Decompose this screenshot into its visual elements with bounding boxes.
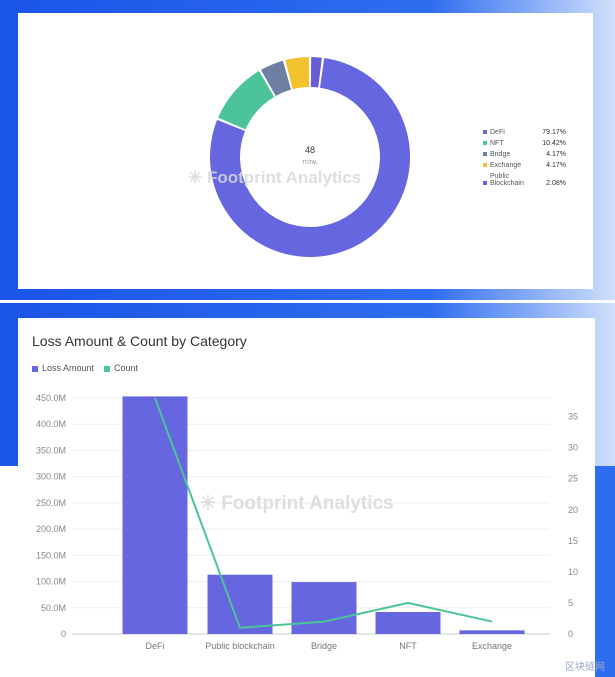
legend-swatch [483,152,487,157]
donut-legend-item[interactable]: Public Blockchain 2.08% [483,173,566,187]
legend-percent: 10.42% [542,140,566,147]
donut-slice-nft[interactable] [218,71,275,130]
bar-bridge[interactable] [291,582,357,634]
y-left-tick: 400.0M [36,419,66,429]
watermark-logo-icon: ✳ [188,168,203,187]
legend-percent: 79.17% [542,129,566,136]
legend-count[interactable]: Count [104,363,138,373]
bar-line-chart: 0 50.0M 100.0M 150.0M 200.0M 250.0M 300.0M 350.… [36,393,578,651]
bar-exchange[interactable] [459,630,525,634]
donut-legend-item[interactable]: Bridge 4.17% [483,151,566,158]
y-left-tick: 300.0M [36,472,66,482]
legend-swatch-loss [32,365,38,372]
legend-label: Public Blockchain [490,173,524,187]
donut-legend-item[interactable]: Exchange 4.17% [483,162,566,169]
watermark-top: ✳ Footprint Analytics [188,168,362,187]
y-left-tick: 250.0M [36,498,66,508]
y-left-tick: 450.0M [36,393,66,403]
y-left-tick: 50.0M [41,603,66,613]
legend-label: NFT [490,140,504,147]
y-left-tick: 200.0M [36,524,66,534]
legend-swatch [483,181,487,186]
watermark-logo-icon-2: ✳ [200,493,216,514]
legend-swatch [483,141,487,146]
x-tick-label: DeFi [145,641,164,651]
count-series-line [154,397,493,629]
y-right-tick: 10 [568,567,578,577]
bar-defi[interactable] [122,396,188,634]
y-left-tick: 0 [61,629,66,639]
bar-nft[interactable] [375,611,441,634]
legend-swatch [483,163,487,168]
legend-percent: 4.17% [546,162,566,169]
legend-label: Exchange [490,162,522,169]
y-left-tick: 150.0M [36,550,66,560]
y-right-tick: 25 [568,474,578,484]
y-right-tick: 30 [568,443,578,453]
donut-slice-exchange[interactable] [285,57,310,90]
donut-slice-bridge[interactable] [261,60,292,96]
chart-title: Loss Amount & Count by Category [32,333,247,349]
x-tick-label: Exchange [472,641,512,651]
donut-slice-defi[interactable] [210,58,410,257]
y-left-tick: 350.0M [36,445,66,455]
y-right-tick: 0 [568,629,573,639]
legend-loss-amount[interactable]: Loss Amount [32,363,94,373]
x-tick-label: Bridge [311,641,337,651]
bar-public-blockchain[interactable] [207,574,273,634]
donut-total-value: 48 [305,145,315,155]
watermark-bottom: ✳ Footprint Analytics [200,493,394,514]
bottom-frame-right-edge [595,466,615,677]
site-watermark: 区块链网 [565,662,605,673]
legend-swatch-count [104,365,110,372]
donut-legend-item[interactable]: DeFi 79.17% [483,129,566,136]
legend-label: Bridge [490,151,511,158]
y-right-tick: 35 [568,412,578,422]
legend-percent: 2.08% [546,180,566,187]
x-tick-label: NFT [399,641,417,651]
donut-legend-item[interactable]: NFT 10.42% [483,140,566,147]
y-right-tick: 5 [568,598,573,608]
legend-swatch [483,130,487,135]
legend-percent: 4.17% [546,151,566,158]
y-right-tick: 20 [568,505,578,515]
y-left-tick: 100.0M [36,577,66,587]
donut-slice-public-blockchain[interactable] [310,57,322,88]
y-right-tick: 15 [568,536,578,546]
donut-chart: 48 TOTAL [210,57,410,257]
x-tick-label: Public blockchain [205,641,275,651]
legend-label: DeFi [490,129,505,136]
donut-total-label: TOTAL [302,160,318,166]
